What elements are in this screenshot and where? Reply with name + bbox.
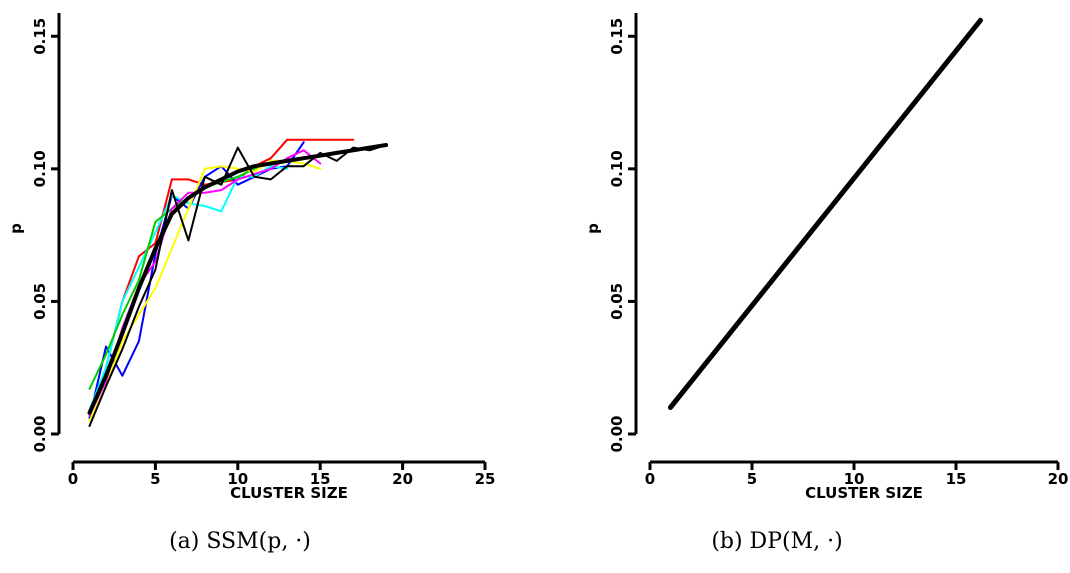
series-line-2 xyxy=(88,165,289,412)
x-tick-label: 10 xyxy=(227,470,248,488)
y-tick-label: 0.15 xyxy=(31,18,49,55)
caption-b: (b) DP(M, ·) xyxy=(711,529,843,554)
x-tick-label: 0 xyxy=(645,470,655,488)
series-line-4 xyxy=(88,159,322,422)
y-axis-label: p xyxy=(7,223,25,234)
series-line-1 xyxy=(88,141,305,420)
y-tick-label: 0.00 xyxy=(31,415,49,452)
caption-a: (a) SSM(p, ·) xyxy=(169,529,311,554)
chart-b-svg: 0 5 10 15 20 0.00 0.05 0.10 0.15 CLUSTER SIZE p xyxy=(584,13,1069,502)
y-axis-label: p xyxy=(584,223,602,234)
chart-panel-a: 0 5 10 15 20 25 0.00 0.05 0.10 0.15 CLUSTER SIZE p xyxy=(7,13,496,502)
x-tick-label: 15 xyxy=(946,470,967,488)
x-tick-label: 20 xyxy=(1048,470,1069,488)
series-line-0 xyxy=(667,17,983,410)
chart-a-svg: 0 5 10 15 20 25 0.00 0.05 0.10 0.15 CLUSTER SIZE p xyxy=(7,13,496,502)
x-tick-label: 5 xyxy=(150,470,160,488)
x-tick-label: 5 xyxy=(747,470,757,488)
y-tick-label: 0.00 xyxy=(608,415,626,452)
x-tick-label: 10 xyxy=(844,470,865,488)
x-axis-label: CLUSTER SIZE xyxy=(805,484,923,502)
series-line-5 xyxy=(88,149,322,417)
x-tick-label: 20 xyxy=(392,470,413,488)
y-tick-label: 0.15 xyxy=(608,18,626,55)
x-tick-label: 0 xyxy=(68,470,78,488)
x-axis-label: CLUSTER SIZE xyxy=(230,484,348,502)
y-tick-label: 0.10 xyxy=(608,150,626,187)
x-tick-label: 15 xyxy=(310,470,331,488)
series-line-6 xyxy=(88,144,388,427)
chart-panel-b: 0 5 10 15 20 0.00 0.05 0.10 0.15 CLUSTER SIZE p xyxy=(535,0,1070,573)
y-tick-label: 0.05 xyxy=(31,283,49,320)
series-line-7 xyxy=(87,143,389,415)
y-tick-label: 0.05 xyxy=(608,283,626,320)
x-tick-label: 25 xyxy=(475,470,496,488)
y-tick-label: 0.10 xyxy=(31,150,49,187)
